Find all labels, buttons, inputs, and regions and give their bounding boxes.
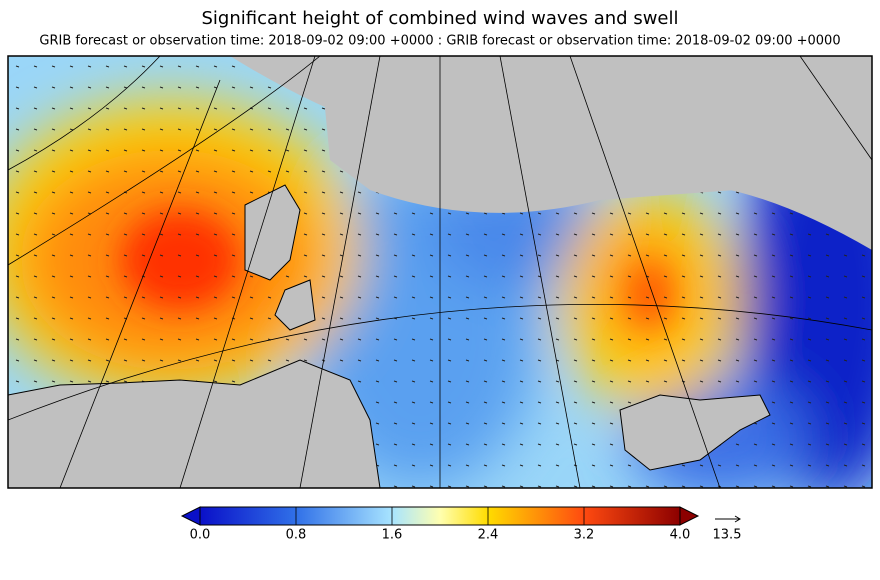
colorbar-gradient (199, 506, 681, 526)
colorbar-tick-label: 0.8 (286, 528, 307, 543)
colorbar-tick-label: 0.0 (190, 528, 211, 543)
reference-arrow-label: 13.5 (713, 528, 742, 543)
map (8, 56, 872, 488)
subtitle: GRIB forecast or observation time: 2018-… (39, 34, 840, 49)
colorbar-tick-label: 2.4 (478, 528, 499, 543)
colorbar-tick-label: 4.0 (670, 528, 691, 543)
colorbar (180, 506, 700, 526)
title: Significant height of combined wind wave… (202, 8, 679, 29)
reference-arrow-head (734, 515, 741, 523)
colorbar-tick-label: 1.6 (382, 528, 403, 543)
map-frame (7, 55, 873, 489)
colorbar-tick-label: 3.2 (574, 528, 595, 543)
